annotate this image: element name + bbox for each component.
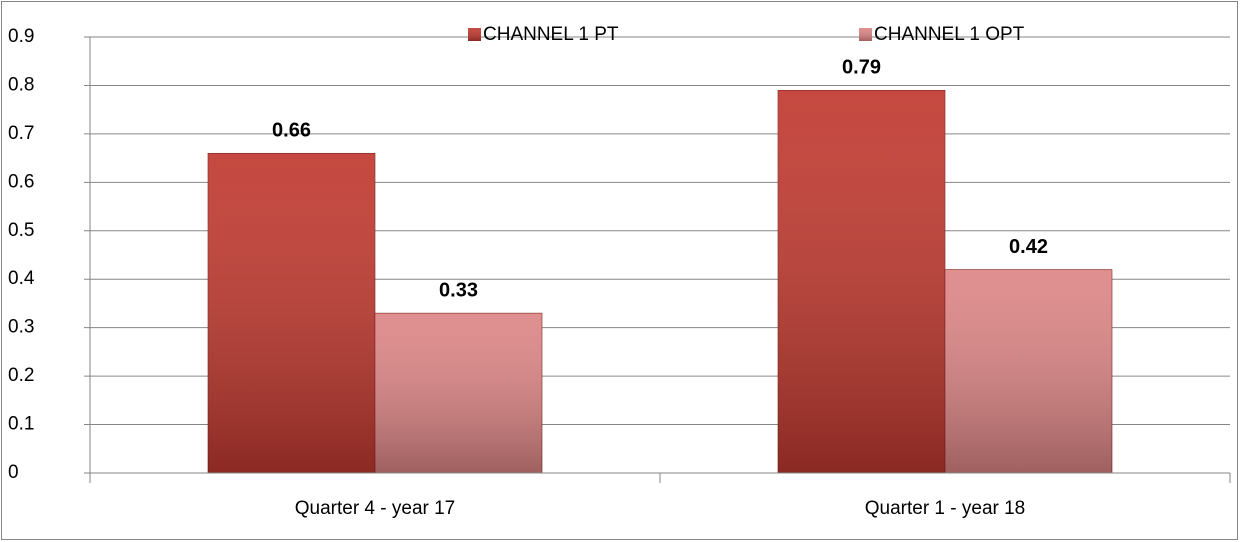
y-tick-label: 0.3: [8, 317, 34, 338]
bar-shade: [375, 313, 542, 473]
legend-swatch-shade: [468, 28, 481, 41]
data-label: 0.66: [272, 120, 311, 142]
y-tick-label: 0.4: [8, 268, 35, 289]
y-tick-label: 0.5: [8, 220, 34, 241]
bar-shade: [945, 269, 1112, 473]
data-label: 0.79: [842, 57, 881, 79]
bar-shade: [778, 90, 945, 474]
y-tick-label: 0.6: [8, 171, 34, 192]
y-tick-label: 0.1: [8, 414, 34, 435]
data-label: 0.42: [1009, 236, 1048, 258]
y-tick-label: 0: [8, 462, 19, 483]
legend-label: CHANNEL 1 OPT: [874, 24, 1025, 45]
y-tick-label: 0.8: [8, 74, 34, 95]
y-tick-label: 0.9: [8, 26, 34, 47]
bar-shade: [208, 153, 375, 473]
data-label: 0.33: [439, 279, 478, 301]
legend-label: CHANNEL 1 PT: [483, 24, 619, 45]
legend-swatch-shade: [859, 28, 872, 41]
x-tick-label: Quarter 4 - year 17: [295, 498, 456, 519]
y-tick-label: 0.2: [8, 365, 34, 386]
y-tick-label: 0.7: [8, 123, 34, 144]
x-tick-label: Quarter 1 - year 18: [865, 498, 1026, 519]
